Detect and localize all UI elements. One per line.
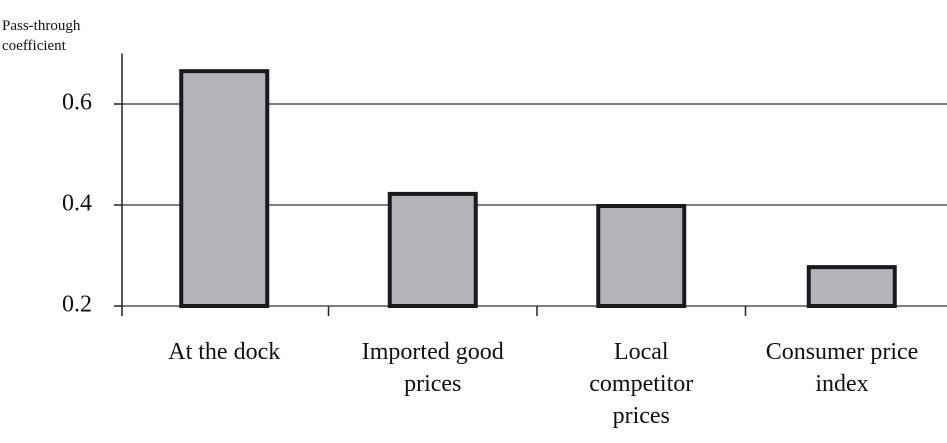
bar xyxy=(806,265,897,308)
bar xyxy=(387,191,478,308)
x-tick-label: Imported good prices xyxy=(361,339,504,397)
bar xyxy=(179,69,270,308)
y-tick-label: 0.4 xyxy=(62,191,92,217)
y-axis-title: Pass-through coefficient xyxy=(2,18,81,54)
x-tick-label: Local competitor prices xyxy=(589,339,694,429)
x-tick-label: At the dock xyxy=(168,339,281,365)
y-tick-label: 0.6 xyxy=(62,90,92,116)
y-tick-label: 0.2 xyxy=(62,292,92,318)
x-tick-label: Consumer price index xyxy=(765,339,919,397)
bar xyxy=(596,204,687,308)
